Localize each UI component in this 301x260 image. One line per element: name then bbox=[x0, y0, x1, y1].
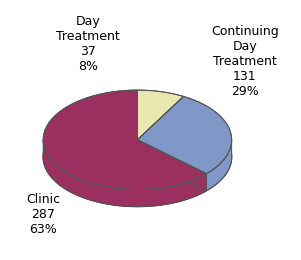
Polygon shape bbox=[138, 90, 184, 140]
Polygon shape bbox=[43, 107, 232, 206]
Polygon shape bbox=[138, 96, 232, 174]
Polygon shape bbox=[43, 140, 206, 206]
Polygon shape bbox=[43, 90, 206, 190]
Text: Clinic
287
63%: Clinic 287 63% bbox=[26, 193, 60, 236]
Text: Continuing
Day
Treatment
131
29%: Continuing Day Treatment 131 29% bbox=[211, 25, 279, 98]
Polygon shape bbox=[206, 140, 232, 191]
Text: Day
Treatment
37
8%: Day Treatment 37 8% bbox=[56, 15, 119, 73]
